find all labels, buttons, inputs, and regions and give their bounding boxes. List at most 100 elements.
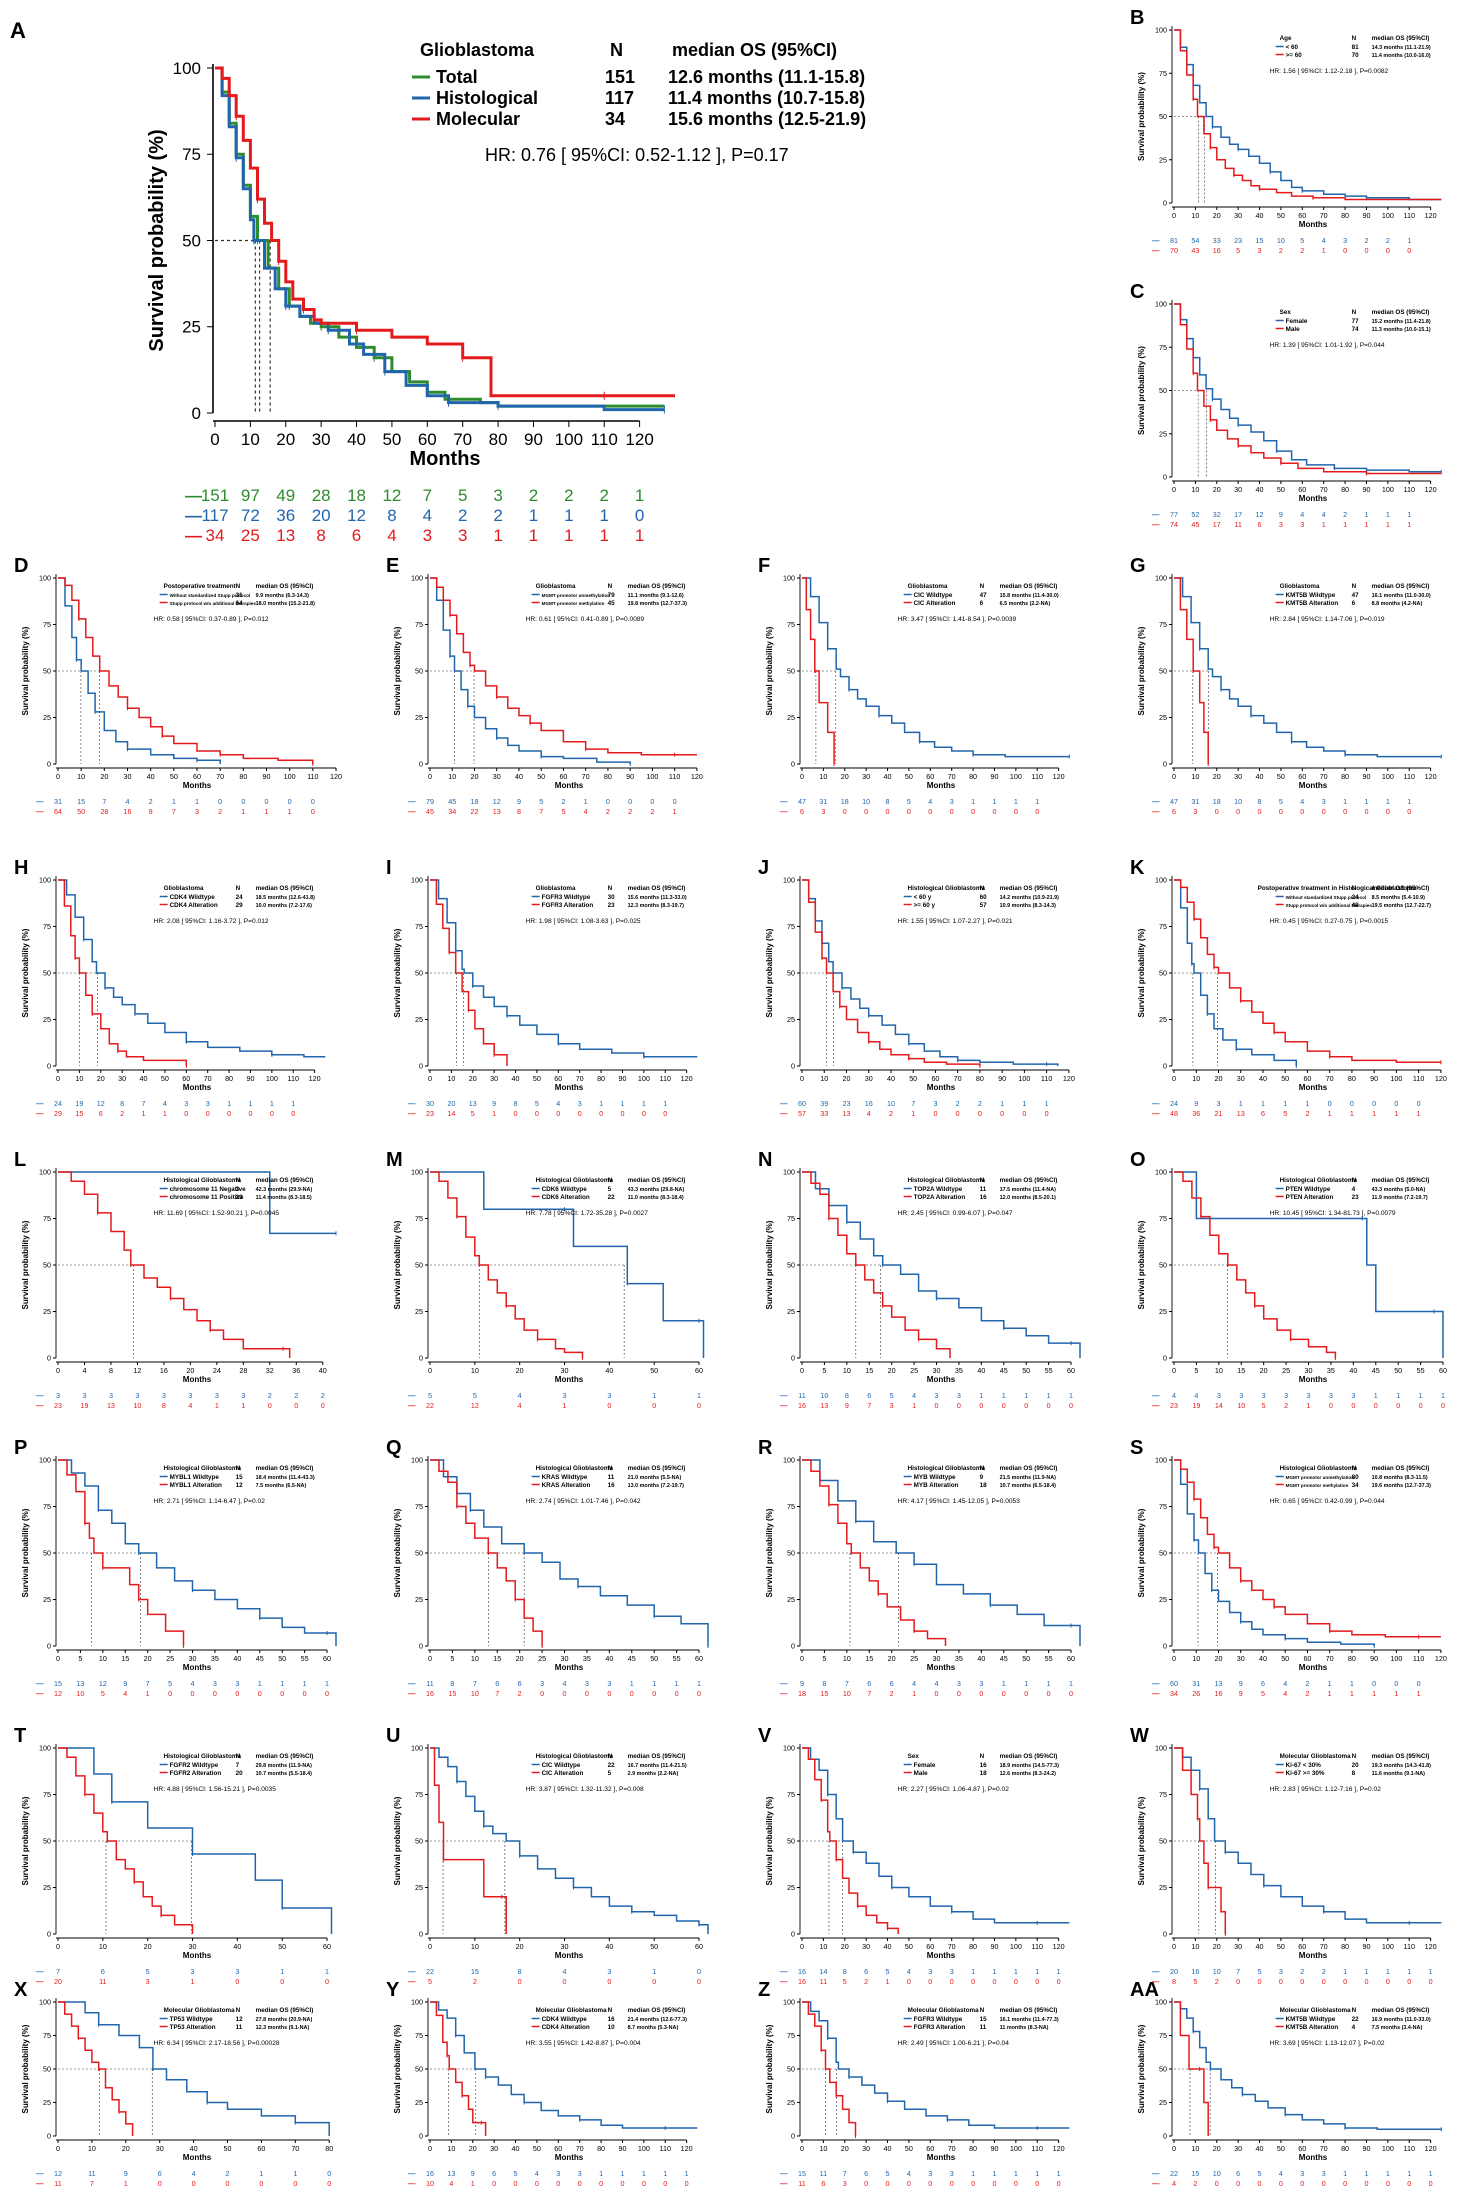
- risk-count: 0: [864, 807, 868, 816]
- risk-count: 5: [428, 1977, 432, 1986]
- legend-series-os: 7.5 months (3.4-NA): [1372, 2025, 1423, 2031]
- x-tick-label: 30: [1234, 211, 1242, 220]
- legend-col-n: N: [980, 583, 985, 590]
- x-tick-label: 80: [1341, 1942, 1349, 1951]
- risk-count: 4: [563, 1967, 567, 1976]
- panel-letter: L: [14, 1149, 26, 1171]
- legend-series-os: 10.7 months (5.5-18.4): [256, 1771, 313, 1777]
- panel-letter: M: [386, 1149, 403, 1171]
- x-tick-label: 80: [597, 2144, 605, 2153]
- legend-col-n: N: [1352, 2007, 1357, 2014]
- risk-count: 7: [473, 1679, 477, 1688]
- x-tick-label: 10: [448, 772, 456, 781]
- x-tick-label: 40: [347, 430, 366, 449]
- x-tick-label: 60: [418, 430, 437, 449]
- x-tick-label: 0: [56, 1074, 60, 1083]
- x-tick-label: 20: [516, 1942, 524, 1951]
- risk-count: 2: [864, 1977, 868, 1986]
- x-tick-label: 25: [910, 1654, 918, 1663]
- risk-count: 0: [642, 2179, 646, 2188]
- risk-count: 11: [820, 2169, 827, 2178]
- risk-count: 9: [149, 807, 153, 816]
- risk-count: 16: [798, 1401, 806, 1410]
- risk-count: 0: [697, 1977, 701, 1986]
- risk-count: 3: [206, 1099, 210, 1108]
- risk-count: 1: [1014, 2169, 1018, 2178]
- legend-series-os: 18.5 months (12.6-41.8): [256, 895, 316, 901]
- x-tick-label: 0: [1172, 1366, 1176, 1375]
- legend-title: Histological Glioblastoma: [908, 1177, 986, 1184]
- legend-series-name: FGFR3 Wildtype: [542, 894, 591, 901]
- risk-count: 1: [599, 1099, 603, 1108]
- x-tick-label: 60: [554, 2144, 562, 2153]
- risk-count: 0: [957, 1689, 961, 1698]
- x-axis-label: Months: [183, 1375, 212, 1384]
- legend-series-n: 34: [605, 109, 625, 129]
- risk-count: 0: [1350, 1099, 1354, 1108]
- x-tick-label: 50: [1277, 211, 1285, 220]
- risk-count: 0: [1047, 1401, 1051, 1410]
- y-tick-label: 0: [1163, 199, 1167, 208]
- risk-count: 3: [1284, 1391, 1288, 1400]
- x-tick-label: 10: [77, 772, 85, 781]
- risk-count: 1: [1283, 1099, 1287, 1108]
- risk-count: 16: [1191, 1967, 1199, 1976]
- y-tick-label: 25: [787, 713, 795, 722]
- x-tick-label: 120: [330, 772, 342, 781]
- x-tick-label: 90: [246, 1074, 254, 1083]
- risk-count: 6: [821, 2179, 825, 2188]
- x-tick-label: 5: [78, 1654, 82, 1663]
- y-tick-label: 0: [419, 1062, 423, 1071]
- legend-series-name: Male: [1286, 326, 1300, 333]
- risk-count: 0: [606, 797, 610, 806]
- y-tick-label: 0: [791, 1062, 795, 1071]
- y-tick-label: 100: [1155, 1998, 1167, 2007]
- risk-count: 0: [652, 1977, 656, 1986]
- y-tick-label: 25: [1159, 1015, 1167, 1024]
- x-tick-label: 60: [1067, 1654, 1075, 1663]
- x-tick-label: 80: [325, 2144, 333, 2153]
- panel-letter: S: [1130, 1437, 1143, 1459]
- risk-count: 2: [1300, 1967, 1304, 1976]
- risk-count: 32: [1213, 510, 1221, 519]
- risk-count: 0: [992, 2179, 996, 2188]
- risk-count: 5: [1300, 236, 1304, 245]
- survival-curve-1: [1174, 2001, 1442, 2131]
- legend-series-name: CIC Wildtype: [914, 592, 953, 599]
- legend-col-n: N: [608, 1465, 613, 1472]
- y-tick-label: 0: [47, 2132, 51, 2141]
- legend-title: Molecular Glioblastoma: [1280, 2007, 1352, 2014]
- risk-count: 1: [1407, 236, 1411, 245]
- x-tick-label: 60: [695, 1942, 703, 1951]
- risk-count: 0: [556, 2179, 560, 2188]
- risk-count: 2: [1305, 1679, 1309, 1688]
- legend-series-n: 12: [236, 2016, 244, 2023]
- legend-title: Histological Glioblastoma: [908, 1465, 986, 1472]
- risk-count: 3: [162, 1391, 166, 1400]
- x-tick-label: 20: [1214, 1074, 1222, 1083]
- risk-count: 3: [950, 797, 954, 806]
- risk-count: 4: [423, 506, 432, 525]
- hazard-ratio: HR: 3.55 [ 95%CI: 1.42-8.87 ], P=0.004: [526, 2040, 641, 2047]
- legend-series-os: 43.3 months (29.8-NA): [628, 1187, 685, 1193]
- risk-count: 0: [578, 1109, 582, 1118]
- x-tick-label: 55: [673, 1654, 681, 1663]
- x-tick-label: 20: [186, 1366, 194, 1375]
- legend-series-name: Without standardized Stupp protocol: [1286, 895, 1367, 900]
- x-tick-label: 20: [1213, 2144, 1221, 2153]
- risk-count: 0: [635, 506, 644, 525]
- survival-curve-1: [430, 2001, 698, 2129]
- x-tick-label: 80: [489, 430, 508, 449]
- x-tick-label: 30: [124, 772, 132, 781]
- y-tick-label: 0: [1163, 2132, 1167, 2141]
- risk-count: 0: [620, 2179, 624, 2188]
- risk-count: 5: [471, 1109, 475, 1118]
- risk-count: 7: [146, 1679, 150, 1688]
- risk-row-marker: —: [780, 807, 788, 816]
- risk-count: 4: [556, 1099, 560, 1108]
- risk-count: 2: [294, 1391, 298, 1400]
- legend-col-os: median OS (95%CI): [1000, 583, 1058, 590]
